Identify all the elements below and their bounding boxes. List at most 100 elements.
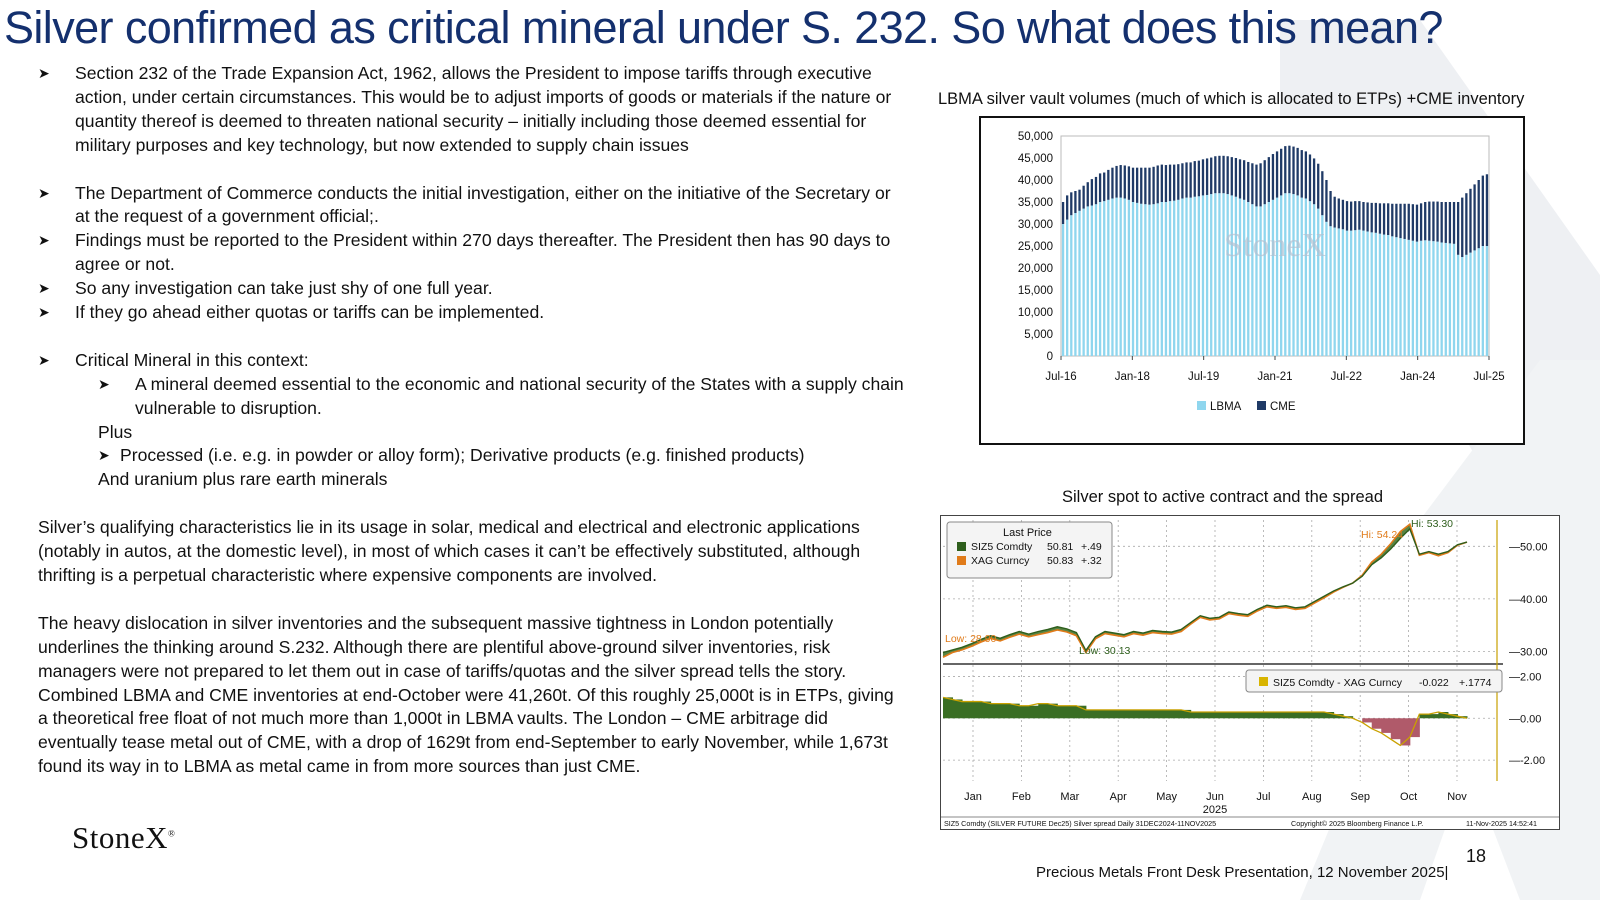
legend-last-value: 50.83 [1047,555,1073,567]
spread-bar [1143,709,1154,719]
cme-bar [1333,196,1336,228]
y-tick-label: 10,000 [1018,307,1053,319]
cme-bar [1123,165,1126,199]
silver-spread-chart: —30.00 —40.00 —50.00 —-2.00 —0.00 —2.00 Hi: 53… [940,515,1560,830]
chart-footer-mid: Copyright© 2025 Bloomberg Finance L.P. [1291,819,1423,828]
cme-bar [1205,158,1209,195]
bullet: ➤ Findings must be reported to the Presid… [38,229,908,277]
lbma-bar [1197,196,1201,356]
cme-bar [1201,159,1205,196]
arrow-bullet-icon: ➤ [38,351,50,368]
spread-bar [1228,712,1239,719]
lbma-bar [1115,197,1118,356]
arrow-bullet-icon: ➤ [98,375,110,392]
lbma-bar [1362,230,1365,356]
bullet-text: Section 232 of the Trade Expansion Act, … [75,63,892,155]
cme-bar [1135,167,1139,203]
lbma-bar [1098,202,1102,356]
lbma-bar [1078,210,1081,356]
cme-bar [1407,203,1410,240]
chart1-title: LBMA silver vault volumes (much of which… [938,90,1525,108]
spread-bar [1324,712,1335,719]
lbma-bar [1452,243,1456,356]
cme-bar [1358,201,1361,230]
lbma-bar [1395,237,1398,356]
x-tick-label: Mar [1060,791,1079,803]
lbma-bar [1370,232,1373,356]
sub-bullet-text: Processed (i.e. e.g. in powder or alloy … [120,445,805,466]
lbma-bar [1152,204,1155,356]
y-tick-label-bottom: —2.00 [1509,671,1541,683]
y-tick-label-top: —30.00 [1509,646,1548,658]
cme-bar [1403,203,1406,239]
lbma-bar [1329,226,1332,356]
lbma-bar [1349,230,1353,356]
uranium-note: And uranium plus rare earth minerals [98,469,388,490]
cme-bar [1399,203,1402,239]
legend-swatch [957,556,966,565]
cme-bar [1173,164,1176,201]
plus-label: Plus [98,421,133,442]
spread-bar [943,697,954,719]
sub-bullet: ➤ A mineral deemed essential to the econo… [98,373,908,421]
bullet: ➤ Critical Mineral in this context: [38,349,908,373]
lbma-bar [1440,242,1443,356]
y-tick-label: 5,000 [1024,329,1053,341]
spread-line [942,696,1468,747]
lbma-bar [1234,196,1238,356]
cme-bar [1362,202,1365,231]
spread-bar [1200,712,1211,719]
cme-bar [1103,172,1106,202]
lbma-bar [1407,239,1410,356]
lbma-bar [1074,213,1077,356]
lbma-bar [1275,197,1279,356]
spread-bar [1114,709,1125,719]
cme-bar [1259,163,1262,207]
chart2-title: Silver spot to active contract and the s… [1062,488,1384,506]
cme-bar [1214,156,1217,194]
cme-bar [1317,163,1320,209]
lbma-bar [1448,243,1452,356]
x-tick-label: Jan [964,791,982,803]
y-tick-label: 45,000 [1018,153,1053,165]
legend-swatch [957,542,966,551]
cme-bar [1448,202,1452,244]
cme-bar [1185,162,1188,198]
y-tick-label: 40,000 [1018,175,1053,187]
arrow-bullet-icon: ➤ [38,65,50,81]
lbma-bar [1111,198,1114,356]
cme-bar [1230,157,1233,196]
lbma-bar [1156,203,1159,356]
cme-bar [1469,188,1472,253]
x-tick-label: May [1156,791,1177,803]
spread-bar [1124,709,1135,719]
lbma-bar [1378,233,1382,356]
lbma-bar [1144,204,1147,356]
lbma-bar [1374,232,1377,356]
lbma-bar [1131,202,1135,356]
x-tick-label: Jan-24 [1400,371,1436,383]
x-tick-label: Aug [1302,791,1322,803]
lbma-bar [1247,202,1250,356]
x-tick-label: Jun [1206,791,1224,803]
xag-line [942,522,1468,658]
cme-bar [1181,163,1184,199]
lbma-bar [1288,193,1291,356]
cme-bar [1321,171,1324,216]
lbma-bar [1428,240,1431,356]
arrow-bullet-icon: ➤ [38,232,50,249]
cme-bar [1436,201,1439,242]
chart-footer-left: SIZ5 Comdty (SILVER FUTURE Dec25) Silver… [944,819,1216,828]
spread-bar [1266,712,1277,719]
lbma-bar [1251,204,1254,356]
cme-bar [1345,201,1349,231]
spread-bar [1305,712,1316,719]
lbma-bar [1070,215,1073,356]
lbma-bar [1242,199,1246,356]
spread-bar [1104,709,1115,719]
lbma-bar [1177,199,1180,356]
lbma-bar [1160,202,1163,356]
cme-bar [1296,147,1299,196]
y-tick-label-bottom: —0.00 [1509,713,1541,725]
lbma-bar [1103,201,1106,356]
